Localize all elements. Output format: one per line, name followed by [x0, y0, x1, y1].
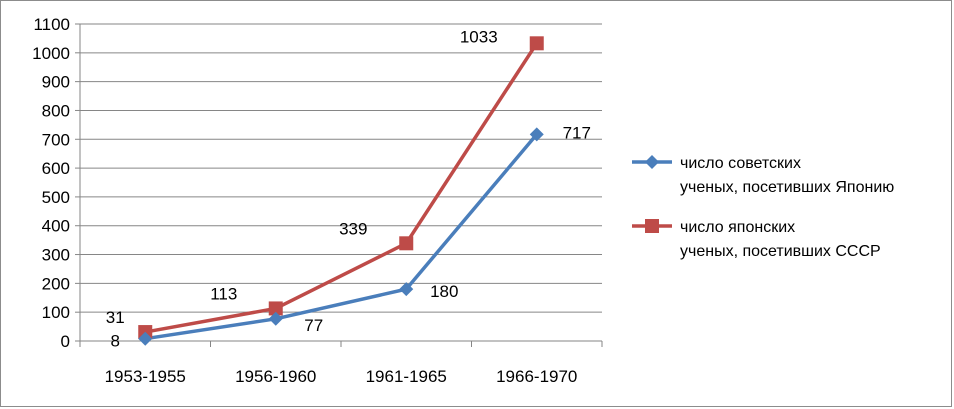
- y-tick-label: 1000: [32, 44, 70, 63]
- y-tick-label: 800: [42, 101, 70, 120]
- y-tick-label: 200: [42, 274, 70, 293]
- data-labels: 8 77 180 717 31 113 339 1033: [106, 27, 591, 350]
- x-tick-label: 1953-1955: [105, 367, 186, 386]
- data-point: [138, 331, 153, 346]
- x-axis-tick-labels: 1953-1955 1956-1960 1961-1965 1966-1970: [105, 367, 578, 386]
- legend-entry: число советских: [680, 155, 801, 172]
- x-tick-label: 1956-1960: [235, 367, 316, 386]
- data-label: 1033: [460, 27, 498, 46]
- y-tick-label: 0: [61, 332, 70, 351]
- legend-entry: ученых, посетивших СССР: [680, 243, 881, 260]
- y-tick-label: 700: [42, 130, 70, 149]
- axes: [75, 23, 603, 347]
- data-label: 339: [339, 219, 367, 238]
- legend-entry: ученых, посетивших Японию: [680, 179, 894, 196]
- data-point: [268, 311, 283, 326]
- data-point: [268, 301, 283, 316]
- data-label: 180: [430, 282, 458, 301]
- data-label: 113: [210, 284, 237, 303]
- y-tick-label: 500: [42, 188, 70, 207]
- y-tick-label: 600: [42, 159, 70, 178]
- y-tick-label: 900: [42, 73, 70, 92]
- data-label: 77: [304, 316, 323, 335]
- legend: число советских ученых, посетивших Японию…: [632, 155, 894, 260]
- data-point: [399, 236, 414, 251]
- legend-marker: [645, 219, 659, 233]
- series-line: [144, 42, 539, 334]
- series-markers: [138, 36, 544, 346]
- y-tick-label: 400: [42, 217, 70, 236]
- data-label: 8: [111, 332, 120, 351]
- y-tick-label: 100: [42, 303, 70, 322]
- y-tick-label: 300: [42, 246, 70, 265]
- data-point: [529, 127, 544, 142]
- data-point: [399, 282, 414, 297]
- data-label: 717: [563, 123, 591, 142]
- data-label: 31: [106, 308, 125, 327]
- series-line: [144, 133, 539, 341]
- gridlines: [80, 23, 602, 313]
- series-lines: [144, 42, 539, 341]
- legend-entry: число японских: [680, 219, 795, 236]
- x-tick-label: 1966-1970: [496, 367, 577, 386]
- data-point: [529, 36, 544, 51]
- y-axis-tick-labels: 0 100 200 300 400 500 600 700 800 900 1000 1100: [32, 15, 70, 351]
- legend-marker: [645, 155, 659, 169]
- x-tick-label: 1961-1965: [366, 367, 447, 386]
- y-tick-label: 1100: [33, 15, 70, 34]
